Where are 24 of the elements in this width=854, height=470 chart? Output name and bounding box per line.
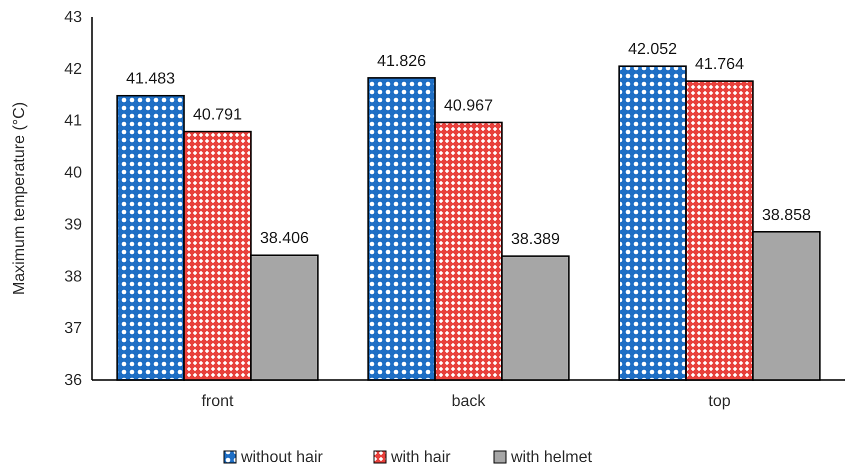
- data-label: 38.389: [510, 231, 560, 248]
- y-tick-label: 40: [64, 164, 82, 182]
- y-tick-label: 38: [64, 268, 82, 286]
- data-label: 40.967: [444, 97, 494, 114]
- x-tick-label: front: [201, 393, 234, 410]
- x-tick-label: back: [452, 393, 486, 410]
- y-tick-label: 41: [64, 112, 82, 130]
- data-label: 38.858: [762, 206, 812, 224]
- legend-label: without hair: [240, 449, 324, 466]
- y-tick-label: 37: [64, 320, 82, 338]
- y-tick-label: 39: [64, 216, 82, 234]
- data-label: 41.826: [377, 52, 426, 70]
- data-label: 42.052: [628, 41, 678, 58]
- legend-label: with hair: [390, 449, 452, 466]
- data-label: 41.483: [126, 70, 176, 88]
- y-tick-label: 42: [64, 60, 82, 78]
- x-tick-label: top: [708, 393, 731, 410]
- data-label: 38.406: [260, 230, 310, 248]
- data-label: 41.764: [695, 56, 744, 74]
- legend-label: with helmet: [510, 449, 592, 466]
- y-tick-label: 43: [64, 9, 82, 26]
- y-axis-title: Maximum temperature (°C): [11, 102, 28, 296]
- y-tick-label: 36: [64, 372, 82, 389]
- data-label: 40.791: [193, 106, 242, 124]
